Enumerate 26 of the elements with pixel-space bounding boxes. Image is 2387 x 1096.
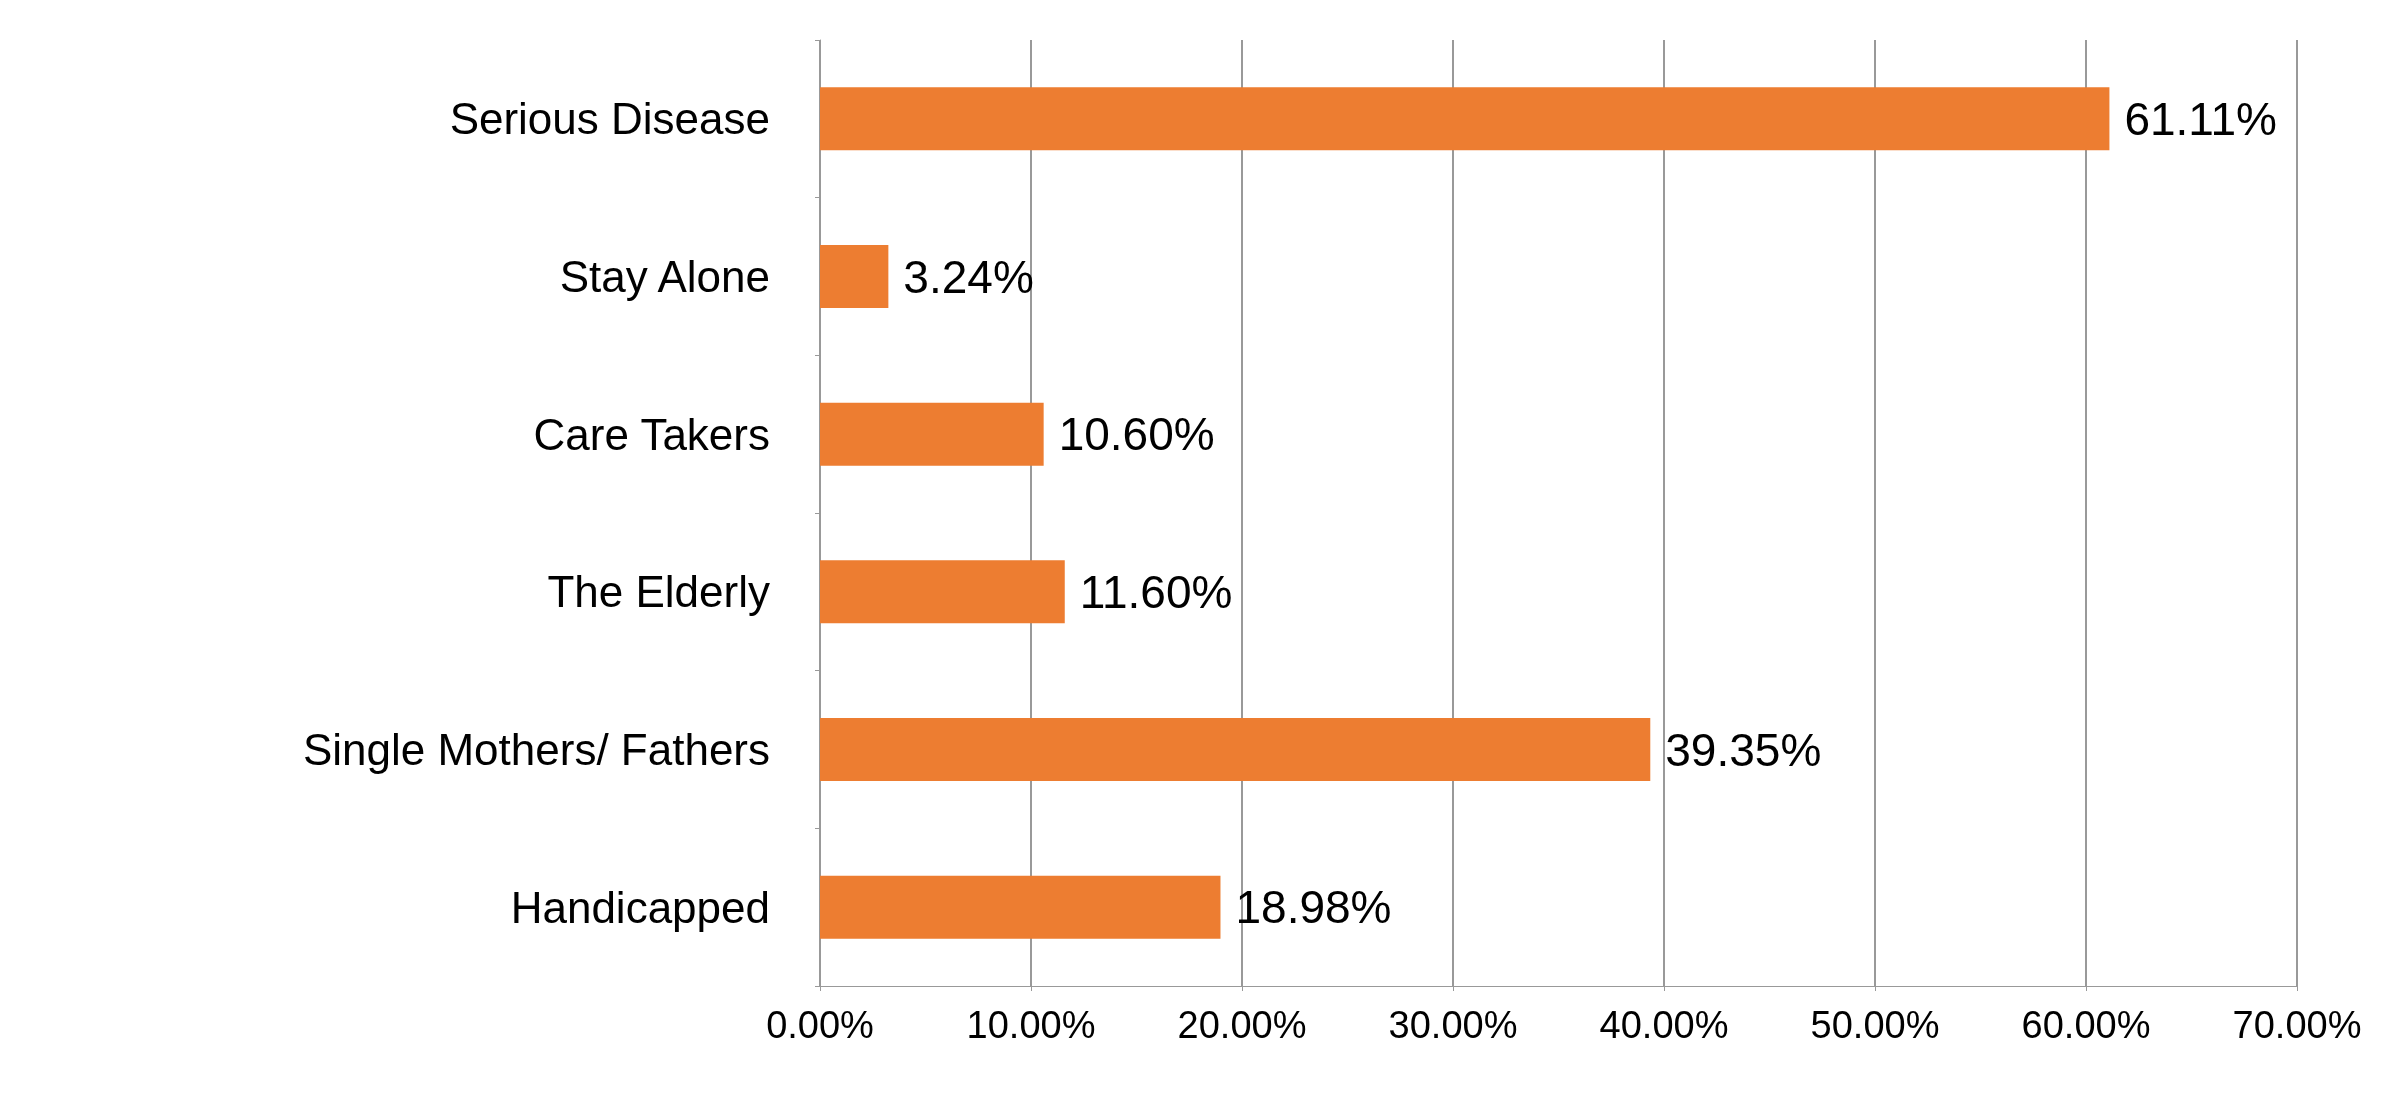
x-tick-label: 30.00% [1388,1004,1518,1046]
data-label: 11.60% [1079,565,1233,618]
data-label: 10.60% [1058,408,1215,461]
bar [820,875,1221,939]
y-tick-label: Care Takers [533,409,770,459]
x-tick-label: 60.00% [2021,1004,2151,1046]
data-label: 3.24% [903,250,1034,303]
x-tick-label: 40.00% [1599,1004,1729,1046]
x-tick-label: 0.00% [766,1004,874,1046]
bar [820,244,889,309]
bar [820,402,1044,466]
x-tick-label: 20.00% [1177,1004,1307,1046]
x-tick-label: 50.00% [1810,1004,1940,1046]
y-tick-label: The Elderly [547,567,770,617]
x-tick-label: 10.00% [966,1004,1096,1046]
y-tick-label: Single Mothers/ Fathers [302,725,770,774]
bar [820,87,2110,151]
bar [820,717,1651,782]
y-tick-label: Stay Alone [559,252,770,301]
data-label: 39.35% [1665,723,1822,776]
data-label: 18.98% [1235,881,1392,934]
data-label: 61.11% [2124,92,2278,145]
x-tick-label: 70.00% [2232,1004,2362,1046]
y-tick-label: Serious Disease [449,94,770,144]
bar [820,560,1065,624]
y-tick-label: Handicapped [510,882,770,932]
